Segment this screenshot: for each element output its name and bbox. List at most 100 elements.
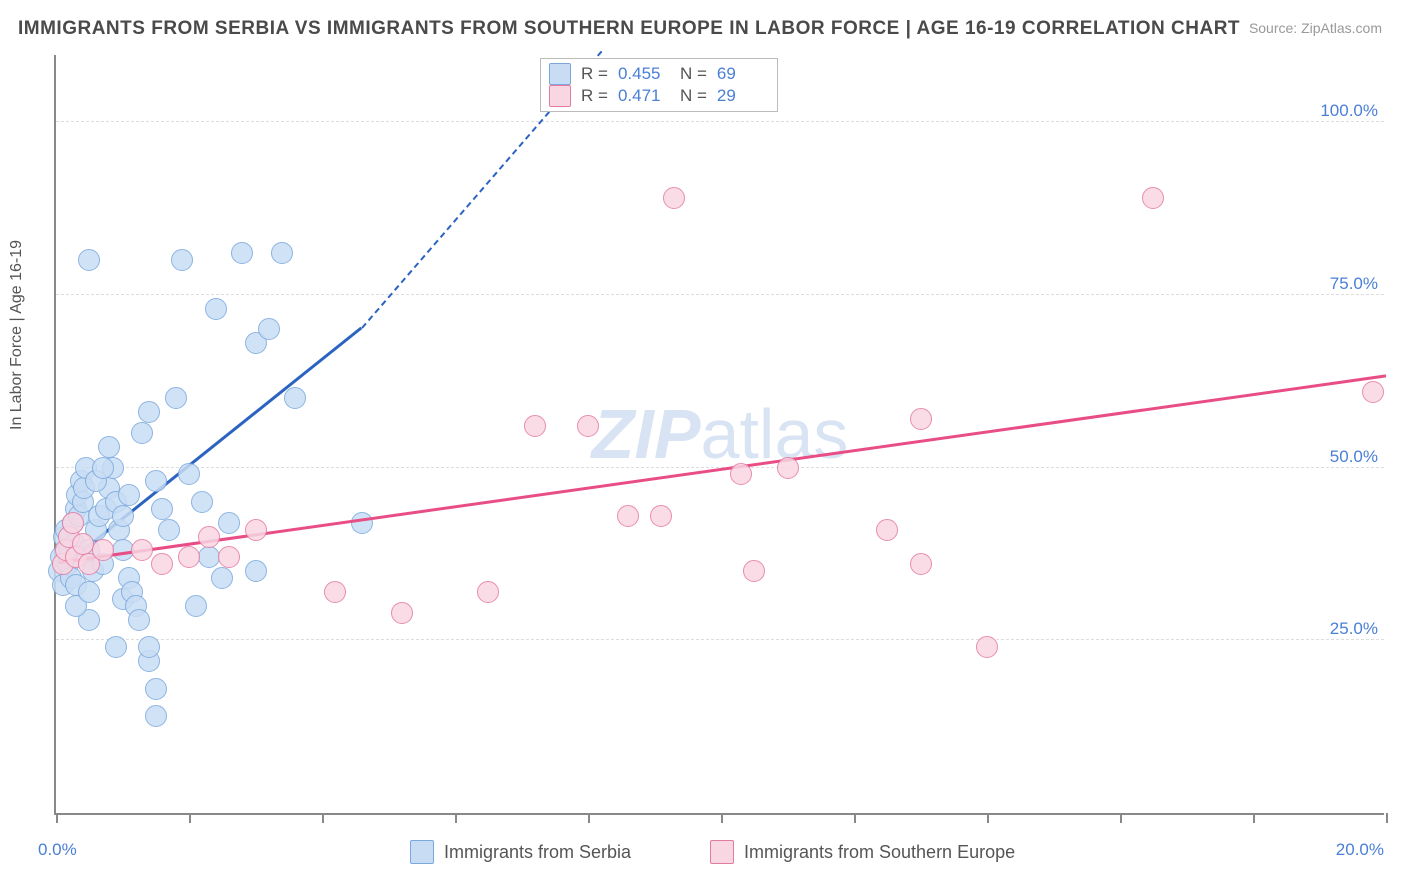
data-point xyxy=(324,581,346,603)
x-tick-mark xyxy=(1253,813,1255,823)
data-point xyxy=(218,512,240,534)
data-point xyxy=(98,436,120,458)
data-point xyxy=(524,415,546,437)
r-value: 0.471 xyxy=(618,86,670,106)
data-point xyxy=(151,553,173,575)
legend-label: Immigrants from Southern Europe xyxy=(744,842,1015,863)
data-point xyxy=(158,519,180,541)
data-point xyxy=(178,463,200,485)
data-point xyxy=(663,187,685,209)
data-point xyxy=(78,249,100,271)
data-point xyxy=(650,505,672,527)
data-point xyxy=(245,560,267,582)
x-tick-mark xyxy=(588,813,590,823)
gridline xyxy=(56,639,1384,640)
x-tick-mark xyxy=(1386,813,1388,823)
correlation-legend: R = 0.455 N = 69 R = 0.471 N = 29 xyxy=(540,58,778,112)
x-tick-mark xyxy=(455,813,457,823)
legend-row: R = 0.455 N = 69 xyxy=(549,63,769,85)
data-point xyxy=(231,242,253,264)
data-point xyxy=(138,636,160,658)
data-point xyxy=(145,678,167,700)
data-point xyxy=(92,539,114,561)
legend-swatch-icon xyxy=(710,840,734,864)
y-axis-label: In Labor Force | Age 16-19 xyxy=(8,240,26,430)
data-point xyxy=(131,422,153,444)
gridline xyxy=(56,294,1384,295)
data-point xyxy=(191,491,213,513)
n-value: 69 xyxy=(717,64,769,84)
data-point xyxy=(78,581,100,603)
legend-label: Immigrants from Serbia xyxy=(444,842,631,863)
gridline xyxy=(56,121,1384,122)
data-point xyxy=(92,457,114,479)
n-label: N = xyxy=(680,64,707,84)
legend-row: R = 0.471 N = 29 xyxy=(549,85,769,107)
data-point xyxy=(910,408,932,430)
data-point xyxy=(284,387,306,409)
data-point xyxy=(743,560,765,582)
data-point xyxy=(976,636,998,658)
legend-swatch-icon xyxy=(549,63,571,85)
n-label: N = xyxy=(680,86,707,106)
r-label: R = xyxy=(581,64,608,84)
data-point xyxy=(105,636,127,658)
data-point xyxy=(198,526,220,548)
scatter-plot-area: ZIPatlas 25.0%50.0%75.0%100.0% xyxy=(54,55,1384,815)
data-point xyxy=(211,567,233,589)
x-tick-mark xyxy=(56,813,58,823)
chart-title: IMMIGRANTS FROM SERBIA VS IMMIGRANTS FRO… xyxy=(18,18,1240,40)
data-point xyxy=(72,533,94,555)
x-tick-mark xyxy=(987,813,989,823)
data-point xyxy=(245,519,267,541)
y-tick-label: 25.0% xyxy=(1330,619,1378,639)
data-point xyxy=(1362,381,1384,403)
y-tick-label: 50.0% xyxy=(1330,447,1378,467)
series-legend-serbia: Immigrants from Serbia xyxy=(410,840,631,864)
data-point xyxy=(128,609,150,631)
data-point xyxy=(258,318,280,340)
x-tick-mark xyxy=(721,813,723,823)
data-point xyxy=(351,512,373,534)
data-point xyxy=(617,505,639,527)
legend-swatch-icon xyxy=(410,840,434,864)
data-point xyxy=(112,505,134,527)
data-point xyxy=(730,463,752,485)
data-point xyxy=(910,553,932,575)
data-point xyxy=(138,401,160,423)
data-point xyxy=(145,705,167,727)
r-value: 0.455 xyxy=(618,64,670,84)
data-point xyxy=(218,546,240,568)
data-point xyxy=(777,457,799,479)
data-point xyxy=(185,595,207,617)
watermark: ZIPatlas xyxy=(592,394,849,474)
x-axis-min-label: 0.0% xyxy=(38,840,77,860)
series-legend-southern-europe: Immigrants from Southern Europe xyxy=(710,840,1015,864)
x-axis-max-label: 20.0% xyxy=(1336,840,1384,860)
x-tick-mark xyxy=(189,813,191,823)
n-value: 29 xyxy=(717,86,769,106)
data-point xyxy=(118,484,140,506)
r-label: R = xyxy=(581,86,608,106)
watermark-bold: ZIP xyxy=(592,395,701,473)
data-point xyxy=(151,498,173,520)
x-tick-mark xyxy=(1120,813,1122,823)
data-point xyxy=(131,539,153,561)
data-point xyxy=(876,519,898,541)
data-point xyxy=(391,602,413,624)
data-point xyxy=(1142,187,1164,209)
data-point xyxy=(178,546,200,568)
data-point xyxy=(145,470,167,492)
x-tick-mark xyxy=(322,813,324,823)
data-point xyxy=(198,546,220,568)
data-point xyxy=(171,249,193,271)
data-point xyxy=(62,512,84,534)
legend-swatch-icon xyxy=(549,85,571,107)
data-point xyxy=(165,387,187,409)
data-point xyxy=(477,581,499,603)
data-point xyxy=(205,298,227,320)
data-point xyxy=(577,415,599,437)
x-tick-mark xyxy=(854,813,856,823)
source-attribution: Source: ZipAtlas.com xyxy=(1249,20,1382,36)
y-tick-label: 75.0% xyxy=(1330,274,1378,294)
